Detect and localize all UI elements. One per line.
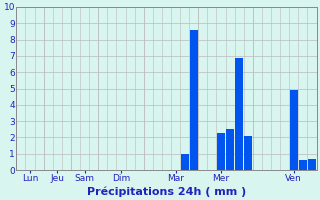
- X-axis label: Précipitations 24h ( mm ): Précipitations 24h ( mm ): [87, 186, 246, 197]
- Bar: [190, 30, 198, 170]
- Bar: [308, 159, 316, 170]
- Bar: [244, 136, 252, 170]
- Bar: [180, 154, 189, 170]
- Bar: [235, 58, 243, 170]
- Bar: [299, 160, 307, 170]
- Bar: [290, 90, 298, 170]
- Bar: [226, 129, 234, 170]
- Bar: [217, 133, 225, 170]
